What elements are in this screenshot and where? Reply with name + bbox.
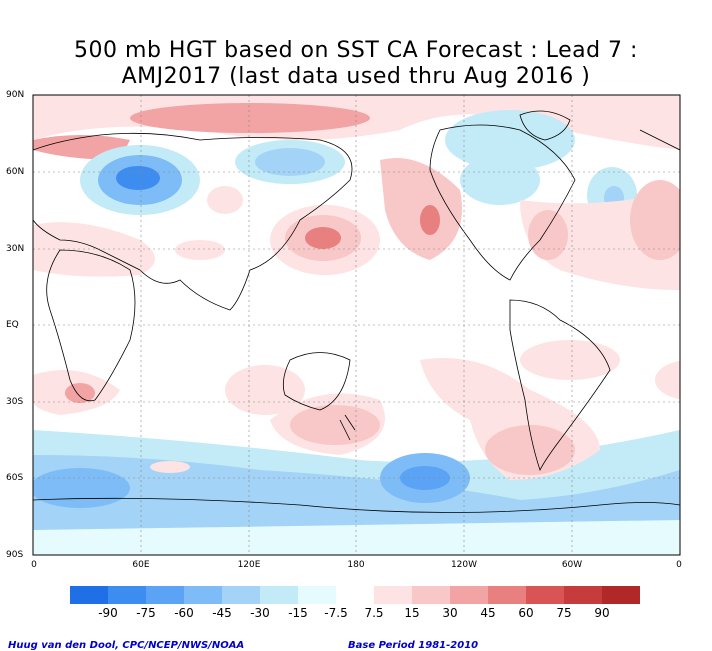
colorbar-swatch	[602, 586, 640, 604]
colorbar-label: 75	[556, 606, 572, 620]
colorbar-swatch	[146, 586, 184, 604]
map-frame	[32, 94, 681, 556]
colorbar-swatch	[70, 586, 108, 604]
colorbar-swatch	[450, 586, 488, 604]
colorbar-swatch	[108, 586, 146, 604]
colorbar-swatch	[526, 586, 564, 604]
colorbar-swatch	[564, 586, 602, 604]
y-tick-eq: EQ	[6, 320, 19, 330]
y-tick-60s: 60S	[6, 473, 24, 483]
y-tick-90s: 90S	[6, 550, 24, 560]
coastlines	[33, 110, 680, 513]
colorbar-label: 15	[404, 606, 420, 620]
colorbar-label: 60	[518, 606, 534, 620]
colorbar-label: -15	[288, 606, 308, 620]
x-tick-0: 0	[31, 560, 37, 570]
x-tick-180: 180	[347, 560, 365, 570]
colorbar-swatch	[336, 586, 374, 604]
x-tick-60e: 60E	[132, 560, 150, 570]
colorbar-label: 30	[442, 606, 458, 620]
lat-lon-grid	[33, 95, 680, 555]
y-tick-30s: 30S	[6, 397, 24, 407]
colorbar-swatch	[488, 586, 526, 604]
colorbar-label: -90	[98, 606, 118, 620]
colorbar-label: -75	[136, 606, 156, 620]
x-tick-60w: 60W	[561, 560, 583, 570]
credit-author: Huug van den Dool, CPC/NCEP/NWS/NOAA	[8, 640, 245, 651]
colorbar-swatch	[374, 586, 412, 604]
colorbar-swatch	[260, 586, 298, 604]
y-tick-90n: 90N	[6, 90, 25, 100]
colorbar-swatch	[298, 586, 336, 604]
y-tick-60n: 60N	[6, 167, 25, 177]
colorbar-swatch	[222, 586, 260, 604]
colorbar-swatch	[184, 586, 222, 604]
colorbar-label: -45	[212, 606, 232, 620]
colorbar-label: -7.5	[324, 606, 348, 620]
colorbar-label: 45	[480, 606, 496, 620]
title-line-1: 500 mb HGT based on SST CA Forecast : Le…	[74, 38, 638, 63]
title-line-2: AMJ2017 (last data used thru Aug 2016 )	[121, 64, 591, 89]
colorbar-label: 7.5	[364, 606, 384, 620]
x-tick-120e: 120E	[237, 560, 261, 570]
colorbar-label: 90	[594, 606, 610, 620]
y-tick-30n: 30N	[6, 244, 25, 254]
colorbar-label: -60	[174, 606, 194, 620]
colorbar-swatch	[412, 586, 450, 604]
x-tick-0-end: 0	[676, 560, 682, 570]
credit-base-period: Base Period 1981-2010	[348, 640, 479, 651]
x-tick-120w: 120W	[450, 560, 478, 570]
colorbar-label: -30	[250, 606, 270, 620]
